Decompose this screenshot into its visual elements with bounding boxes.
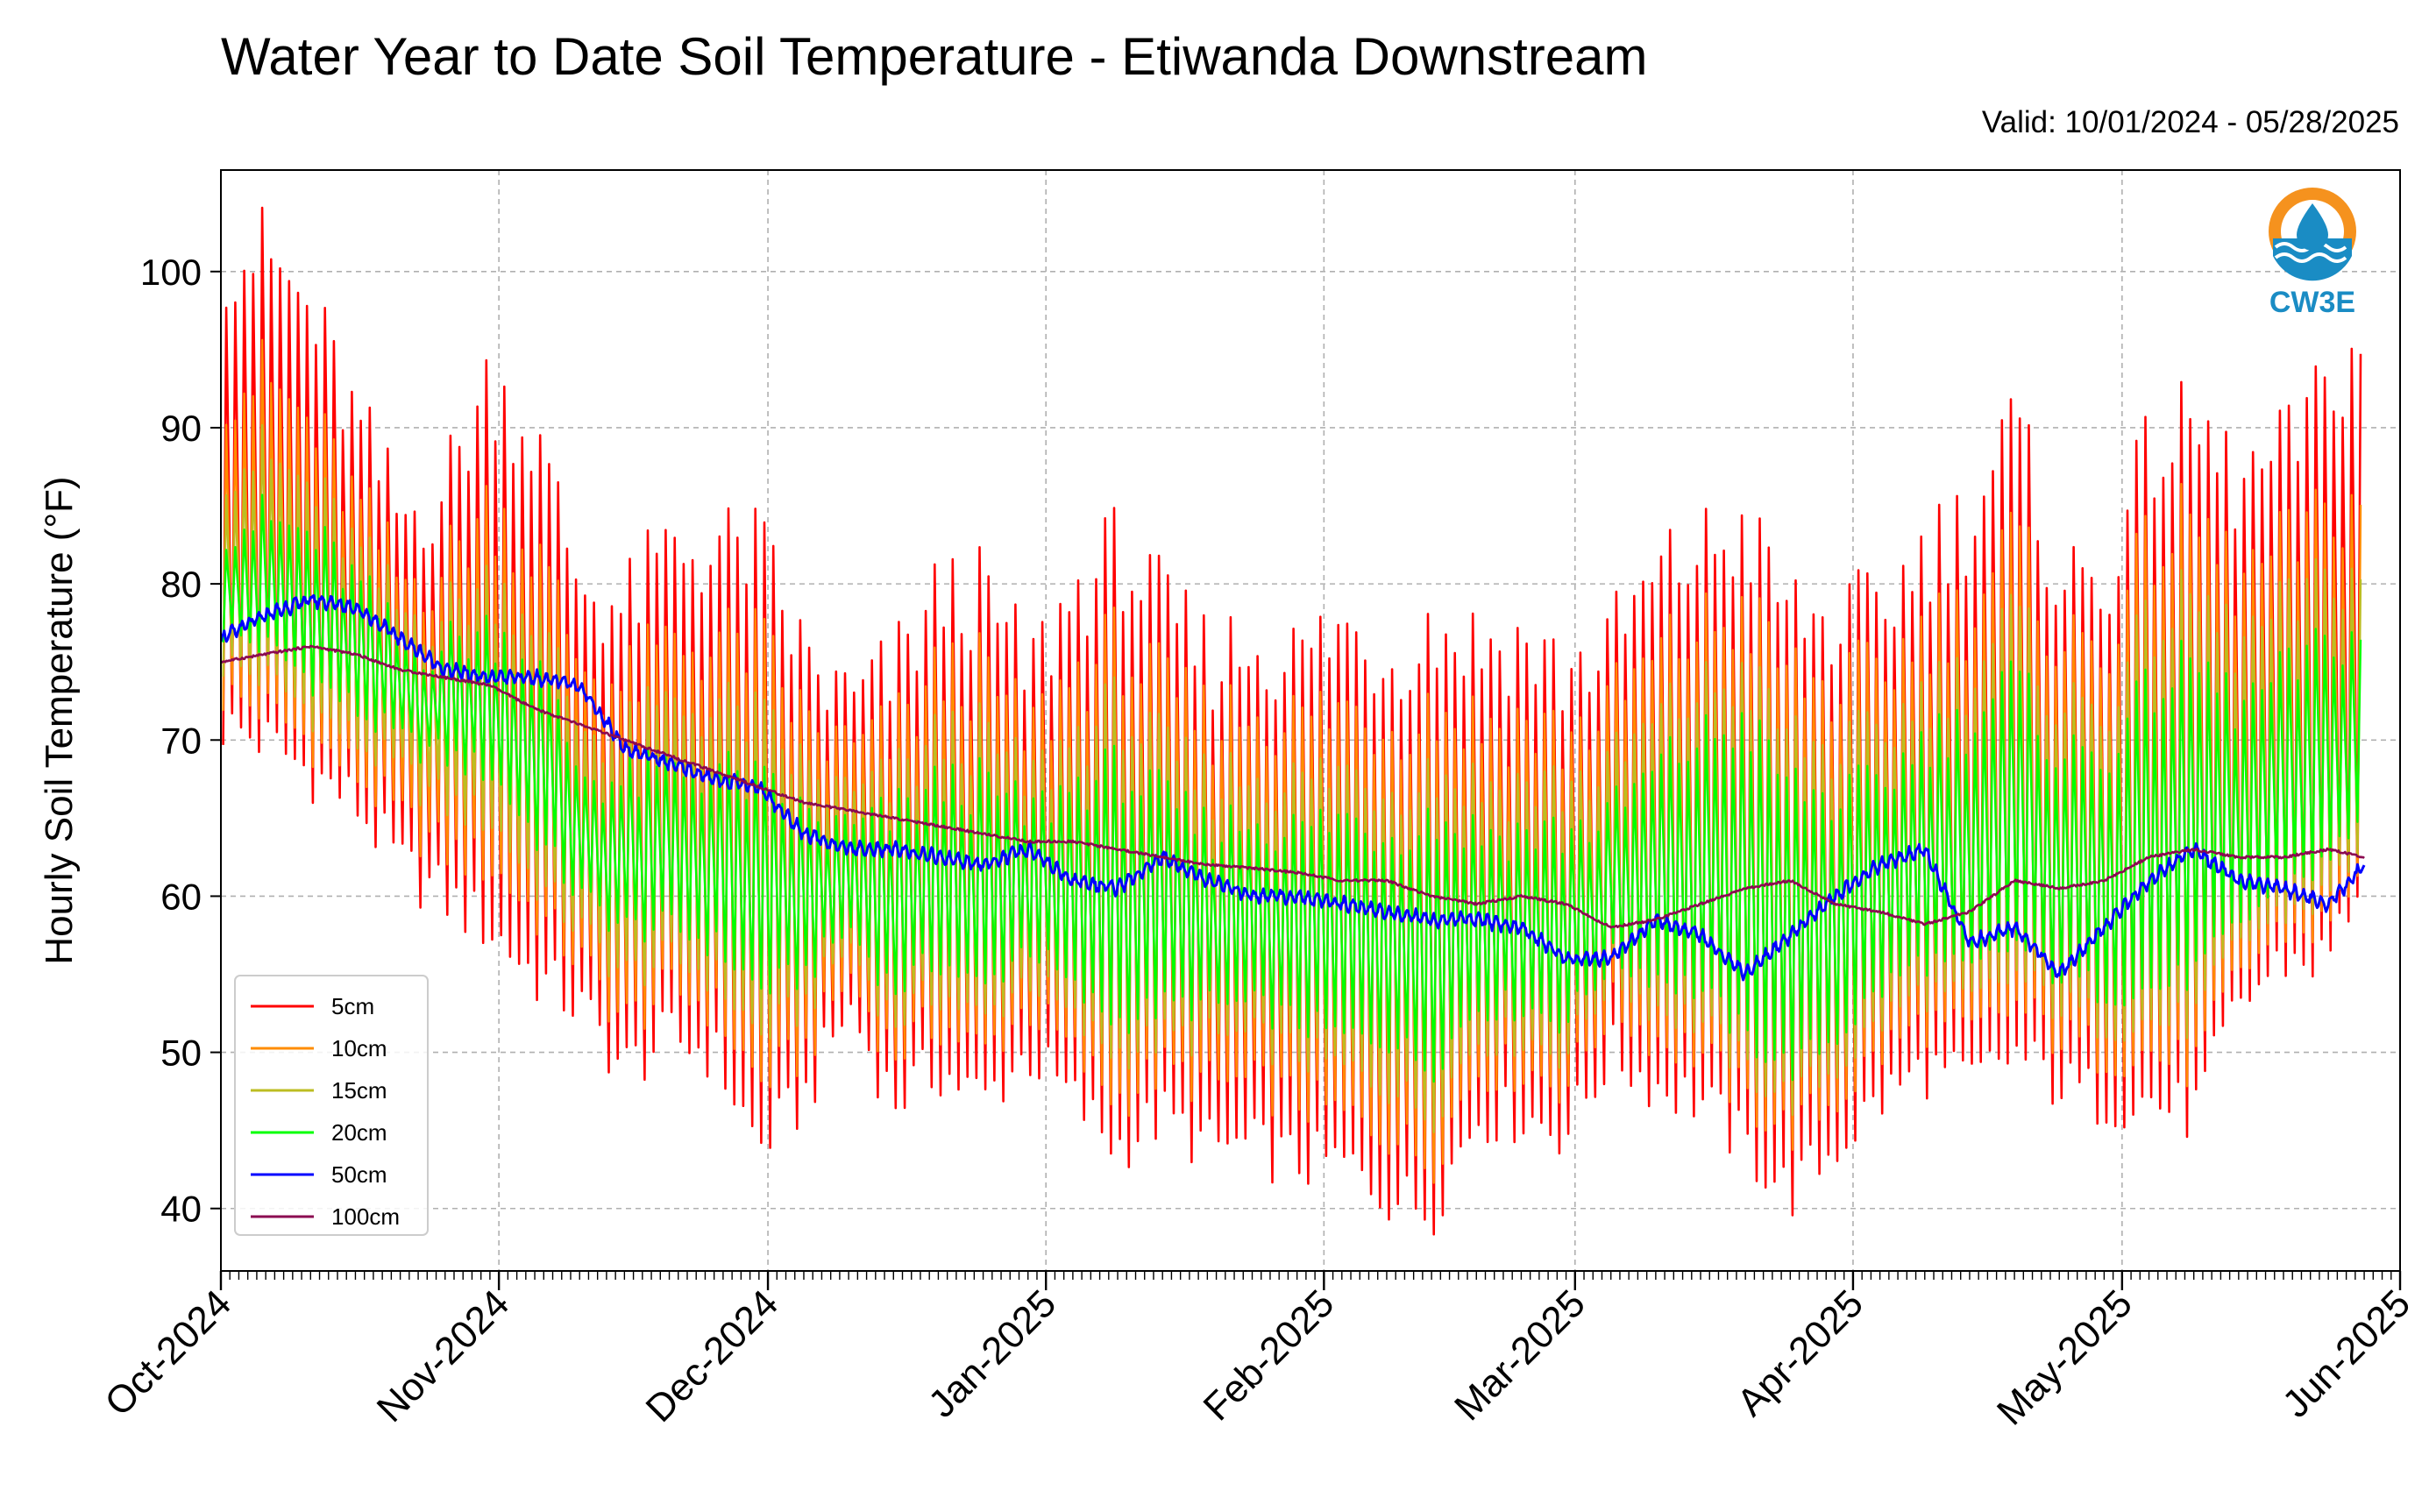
x-tick-label: Feb-2025 xyxy=(1196,1281,1343,1429)
x-tick-label: Apr-2025 xyxy=(1729,1281,1871,1424)
y-tick-label: 90 xyxy=(160,408,202,449)
x-tick-label: May-2025 xyxy=(1989,1281,2141,1433)
legend-label-15cm: 15cm xyxy=(331,1077,387,1104)
x-tick-label: Oct-2024 xyxy=(96,1281,239,1424)
cw3e-logo: CW3E xyxy=(2269,188,2356,319)
series-line-100cm xyxy=(221,644,2365,929)
x-tick-label: Jun-2025 xyxy=(2275,1281,2418,1425)
y-tick-label: 70 xyxy=(160,720,202,761)
x-minor-ticks xyxy=(220,1271,2401,1280)
y-tick-label: 50 xyxy=(160,1033,202,1074)
y-tick-label: 40 xyxy=(160,1189,202,1230)
series-line-50cm xyxy=(221,593,2366,982)
y-tick-label: 80 xyxy=(160,564,202,605)
legend-box xyxy=(234,975,429,1236)
y-axis-label: Hourly Soil Temperature (°F) xyxy=(38,476,81,964)
logo-drop-icon xyxy=(2297,203,2328,251)
legend-label-50cm: 50cm xyxy=(331,1161,387,1188)
legend-label-20cm: 20cm xyxy=(331,1119,387,1146)
series-line-20cm xyxy=(222,493,2362,1083)
plot-frame xyxy=(220,169,2401,1272)
chart-title: Water Year to Date Soil Temperature - Et… xyxy=(221,27,1648,86)
valid-date-range: Valid: 10/01/2024 - 05/28/2025 xyxy=(1981,105,2399,139)
legend-label-5cm: 5cm xyxy=(331,993,374,1019)
series-group xyxy=(221,206,2366,1236)
x-tick-label: Dec-2024 xyxy=(638,1281,787,1430)
x-tick-label: Nov-2024 xyxy=(369,1281,518,1430)
y-tick-label: 60 xyxy=(160,876,202,917)
x-tick-label: Jan-2025 xyxy=(920,1281,1064,1425)
x-axis: Oct-2024 Nov-2024 Dec-2024 Jan-2025 Feb-2025… xyxy=(96,1271,2418,1433)
y-axis: 40 50 60 70 80 90 100 xyxy=(140,252,221,1230)
legend: 5cm 10cm 15cm 20cm 50cm 100cm xyxy=(234,975,429,1236)
legend-label-10cm: 10cm xyxy=(331,1035,387,1061)
x-tick-label: Mar-2025 xyxy=(1446,1281,1594,1429)
logo-text: CW3E xyxy=(2269,286,2355,319)
legend-label-100cm: 100cm xyxy=(331,1203,400,1230)
y-tick-label: 100 xyxy=(140,252,202,293)
